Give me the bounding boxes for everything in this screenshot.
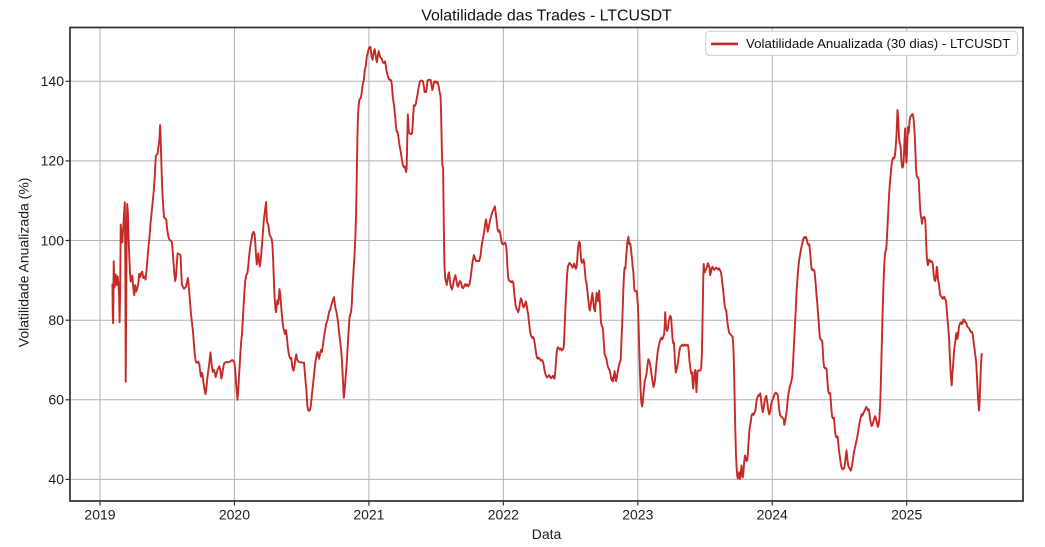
svg-text:2020: 2020 [219, 507, 250, 523]
svg-text:Data: Data [532, 526, 562, 542]
svg-text:Volatilidade Anualizada (30 di: Volatilidade Anualizada (30 dias) - LTCU… [746, 36, 1010, 51]
svg-text:60: 60 [48, 392, 64, 408]
svg-text:40: 40 [48, 471, 64, 487]
svg-text:140: 140 [41, 73, 65, 89]
svg-text:Volatilidade Anualizada (%): Volatilidade Anualizada (%) [16, 178, 32, 348]
svg-text:120: 120 [41, 153, 65, 169]
svg-text:2022: 2022 [488, 507, 519, 523]
svg-text:2023: 2023 [622, 507, 653, 523]
svg-text:2025: 2025 [891, 507, 922, 523]
svg-text:2019: 2019 [84, 507, 115, 523]
svg-text:80: 80 [48, 312, 64, 328]
svg-text:Volatilidade das Trades - LTCU: Volatilidade das Trades - LTCUSDT [421, 8, 672, 25]
svg-text:2024: 2024 [757, 507, 788, 523]
svg-text:2021: 2021 [353, 507, 384, 523]
svg-text:100: 100 [41, 232, 65, 248]
